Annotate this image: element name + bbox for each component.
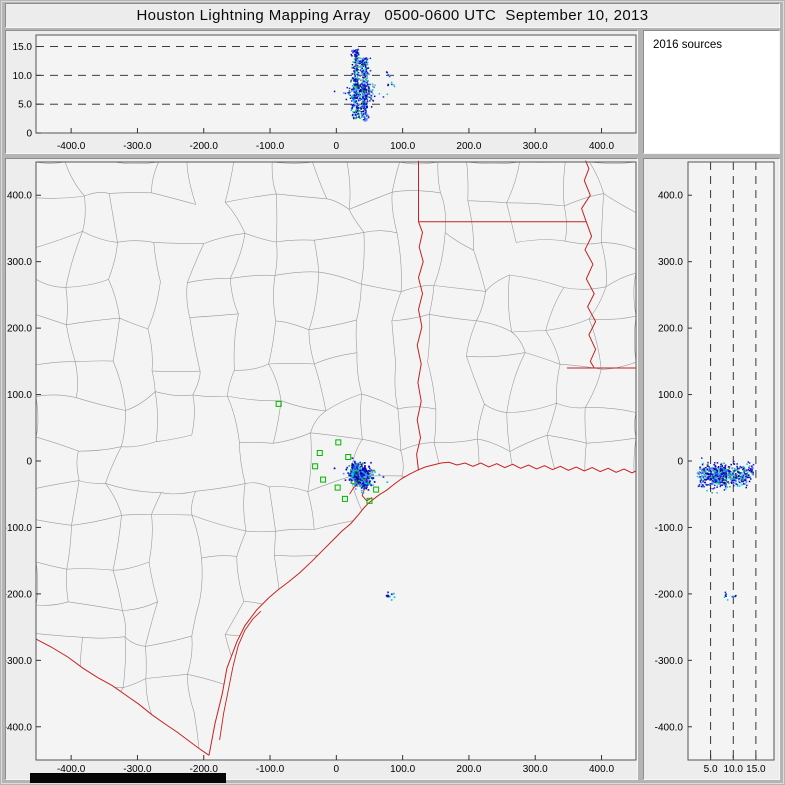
top-axis-ticks <box>36 46 603 134</box>
svg-text:0: 0 <box>677 457 683 468</box>
svg-text:0: 0 <box>334 764 340 775</box>
svg-text:-100.0: -100.0 <box>655 523 684 534</box>
svg-text:-200.0: -200.0 <box>190 141 219 152</box>
lightning-points-right <box>696 457 755 601</box>
svg-text:100.0: 100.0 <box>390 764 415 775</box>
plan-axis-ticks <box>36 194 603 760</box>
lightning-points-plan <box>333 457 396 601</box>
svg-text:300.0: 300.0 <box>523 141 548 152</box>
svg-text:400.0: 400.0 <box>589 764 614 775</box>
svg-text:-400.0: -400.0 <box>6 722 32 733</box>
svg-text:200.0: 200.0 <box>456 141 481 152</box>
svg-text:-400.0: -400.0 <box>57 141 86 152</box>
altitude-gridlines <box>36 46 636 105</box>
svg-text:200.0: 200.0 <box>7 324 32 335</box>
svg-text:-100.0: -100.0 <box>256 141 285 152</box>
right-axis-ticks <box>688 194 757 760</box>
svg-text:5.0: 5.0 <box>18 100 32 111</box>
svg-text:-300.0: -300.0 <box>655 656 684 667</box>
svg-text:400.0: 400.0 <box>658 191 683 202</box>
svg-text:-300.0: -300.0 <box>123 764 152 775</box>
source-count-label: 2016 sources <box>653 39 723 51</box>
svg-text:-200.0: -200.0 <box>190 764 219 775</box>
barrier-island <box>219 610 262 741</box>
svg-text:-400.0: -400.0 <box>655 722 684 733</box>
svg-text:300.0: 300.0 <box>523 764 548 775</box>
coastline <box>208 461 637 756</box>
window-title: Houston Lightning Mapping Array 0500-060… <box>136 7 649 24</box>
title-bar: Houston Lightning Mapping Array 0500-060… <box>5 3 780 28</box>
svg-text:10.0: 10.0 <box>724 764 744 775</box>
state-borders-and-coastline <box>35 160 637 756</box>
source-count-panel: 2016 sources <box>643 30 780 154</box>
svg-text:10.0: 10.0 <box>13 71 33 82</box>
svg-text:300.0: 300.0 <box>658 257 683 268</box>
altitude-east-panel[interactable]: 0 5.0 10.0 15.0 -400.0 -300.0 -200.0 -100.0 0 100… <box>5 30 638 154</box>
svg-text:-200.0: -200.0 <box>655 589 684 600</box>
altitude-north-plot[interactable]: -400.0 -300.0 -200.0 -100.0 0 100.0 200.0 300.0… <box>644 159 779 779</box>
svg-text:400.0: 400.0 <box>589 141 614 152</box>
svg-text:0: 0 <box>26 129 32 140</box>
svg-text:400.0: 400.0 <box>7 191 32 202</box>
svg-text:200.0: 200.0 <box>456 764 481 775</box>
svg-text:5.0: 5.0 <box>704 764 718 775</box>
svg-text:200.0: 200.0 <box>658 324 683 335</box>
svg-text:100.0: 100.0 <box>7 390 32 401</box>
rio-grande <box>35 638 210 756</box>
altitude-north-panel[interactable]: -400.0 -300.0 -200.0 -100.0 0 100.0 200.0 300.0… <box>643 158 780 780</box>
altitude-east-plot[interactable]: 0 5.0 10.0 15.0 -400.0 -300.0 -200.0 -100.0 0 100… <box>6 31 637 153</box>
svg-text:-100.0: -100.0 <box>6 523 32 534</box>
svg-text:0: 0 <box>334 141 340 152</box>
plan-view-panel[interactable]: -400.0 -300.0 -200.0 -100.0 0 100.0 200.0 300.0… <box>5 158 638 780</box>
svg-text:-300.0: -300.0 <box>123 141 152 152</box>
svg-text:-100.0: -100.0 <box>256 764 285 775</box>
svg-text:15.0: 15.0 <box>13 42 33 53</box>
svg-text:300.0: 300.0 <box>7 257 32 268</box>
plan-view-plot[interactable]: -400.0 -300.0 -200.0 -100.0 0 100.0 200.0 300.0… <box>6 159 637 779</box>
svg-text:0: 0 <box>26 457 32 468</box>
svg-text:-400.0: -400.0 <box>57 764 86 775</box>
svg-text:-200.0: -200.0 <box>6 589 32 600</box>
svg-text:100.0: 100.0 <box>658 390 683 401</box>
svg-text:15.0: 15.0 <box>746 764 766 775</box>
lightning-points-top <box>333 48 396 122</box>
svg-text:-300.0: -300.0 <box>6 656 32 667</box>
svg-text:100.0: 100.0 <box>390 141 415 152</box>
time-colorbar <box>30 773 226 784</box>
